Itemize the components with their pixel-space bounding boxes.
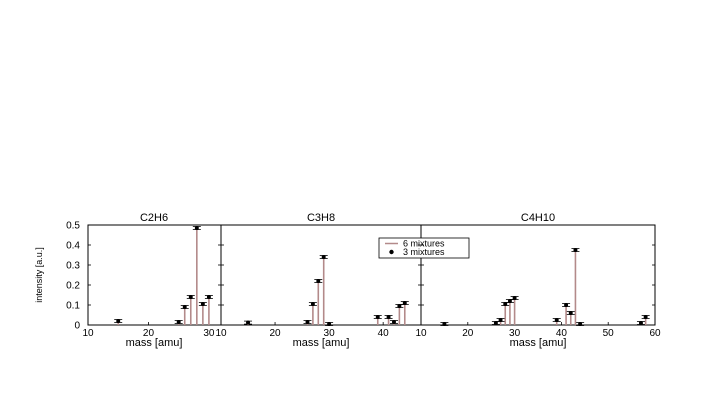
x-axis-label-c4h10: mass [amu]	[510, 337, 567, 349]
x-tick-label-c4h10: 10	[415, 328, 427, 339]
x-tick-label-c4h10: 50	[603, 328, 615, 339]
legend-label-3-mixtures: 3 mixtures	[403, 247, 445, 257]
point-3-mixtures-c3h8	[397, 304, 402, 308]
panel-title-c3h8: C3H8	[307, 212, 335, 224]
point-3-mixtures-c4h10	[573, 248, 578, 252]
y-tick-label: 0.1	[66, 301, 80, 312]
point-3-mixtures-c2h6	[200, 302, 205, 306]
y-tick-label: 0.4	[66, 241, 80, 252]
legend-marker-3-mixtures	[389, 249, 394, 255]
panel-frame-c2h6	[87, 224, 222, 326]
point-3-mixtures-c4h10	[554, 318, 559, 322]
point-3-mixtures-c3h8	[246, 320, 251, 325]
legend-box	[378, 237, 470, 259]
point-3-mixtures-c2h6	[188, 295, 193, 299]
point-3-mixtures-c3h8	[305, 320, 310, 324]
point-3-mixtures-c4h10	[638, 321, 643, 325]
point-3-mixtures-c3h8	[375, 315, 380, 319]
point-3-mixtures-c2h6	[182, 305, 187, 309]
point-3-mixtures-c2h6	[116, 319, 121, 323]
y-tick-label: 0.2	[66, 281, 80, 292]
y-tick-label: 0.5	[66, 221, 80, 232]
point-3-mixtures-c4h10	[493, 321, 498, 325]
legend-label-6-mixtures: 6 mixtures	[403, 239, 445, 249]
x-tick-label-c2h6: 10	[82, 328, 94, 339]
point-3-mixtures-c3h8	[327, 322, 332, 326]
x-tick-label-c2h6: 30	[203, 328, 215, 339]
y-tick-label: 0.3	[66, 261, 80, 272]
point-3-mixtures-c4h10	[578, 322, 583, 326]
x-tick-label-c3h8: 20	[269, 328, 281, 339]
x-tick-label-c3h8: 30	[324, 328, 336, 339]
x-tick-label-c4h10: 40	[556, 328, 568, 339]
chart-marks: 10 20 30 0 0.1 0.2 0.3 0.4 0.5 10 20 30 40 10 20 30 40 50…	[66, 221, 661, 340]
point-3-mixtures-c2h6	[194, 226, 199, 230]
x-tick-label-c4h10: 30	[509, 328, 521, 339]
x-tick-label-c4h10: 60	[649, 328, 661, 339]
y-axis-label: intensity [a.u.]	[34, 247, 44, 303]
panel-title-c2h6: C2H6	[140, 212, 168, 224]
point-3-mixtures-c4h10	[442, 322, 447, 326]
point-3-mixtures-c4h10	[564, 303, 569, 307]
point-3-mixtures-c4h10	[507, 299, 512, 303]
x-axis-label-c2h6: mass [amu]	[126, 337, 183, 349]
x-tick-label-c4h10: 20	[462, 328, 474, 339]
y-tick-label: 0	[74, 321, 80, 332]
x-tick-label-c3h8: 10	[215, 328, 227, 339]
legend: 6 mixtures 3 mixtures	[378, 237, 470, 259]
panel-frame-c4h10	[420, 224, 656, 326]
x-tick-label-c2h6: 20	[143, 328, 155, 339]
panel-title-c4h10: C4H10	[521, 212, 555, 224]
point-3-mixtures-c3h8	[316, 279, 321, 283]
point-3-mixtures-c2h6	[176, 320, 181, 324]
point-3-mixtures-c4h10	[568, 311, 573, 315]
point-3-mixtures-c3h8	[310, 302, 315, 306]
point-3-mixtures-c2h6	[206, 295, 211, 299]
point-3-mixtures-c4h10	[498, 318, 503, 322]
point-3-mixtures-c4h10	[643, 315, 648, 319]
point-3-mixtures-c4h10	[503, 302, 508, 306]
point-3-mixtures-c3h8	[386, 315, 391, 319]
x-axis-label-c3h8: mass [amu]	[293, 337, 350, 349]
point-3-mixtures-c3h8	[402, 301, 407, 305]
x-tick-label-c3h8: 40	[378, 328, 390, 339]
point-3-mixtures-c3h8	[391, 320, 396, 324]
point-3-mixtures-c3h8	[321, 255, 326, 259]
point-3-mixtures-c4h10	[512, 296, 517, 300]
